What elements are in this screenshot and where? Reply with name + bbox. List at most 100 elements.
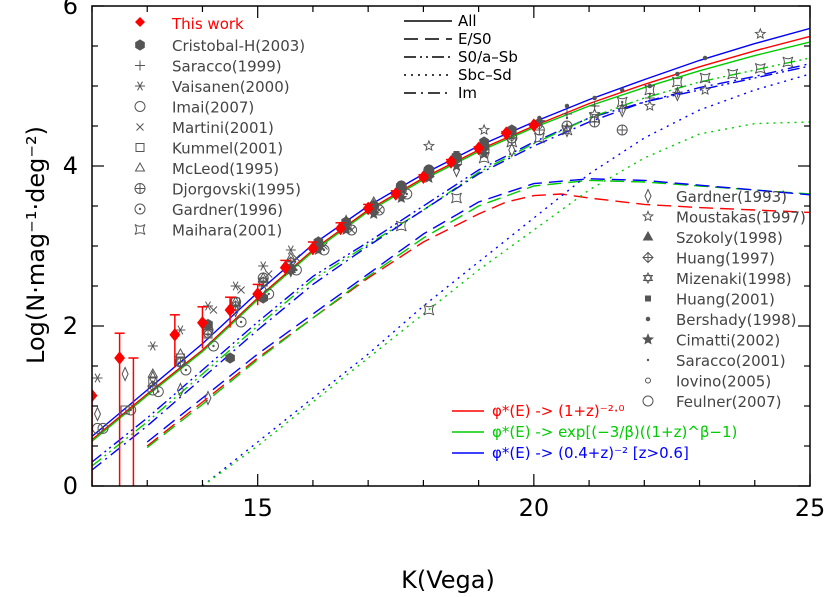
legend-marker — [641, 333, 655, 345]
data-point — [564, 103, 570, 109]
data-point — [257, 276, 269, 288]
data-point — [508, 142, 516, 158]
legend-label: Cristobal-H(2003) — [172, 37, 305, 55]
data-point — [648, 92, 651, 96]
legend-marker — [642, 230, 654, 241]
legend-entry: Saracco(2001) — [646, 352, 786, 370]
x-axis-label: K(Vega) — [401, 566, 495, 594]
data-point — [120, 405, 130, 415]
legend-label: Gardner(1993) — [676, 188, 787, 206]
legend-right: Gardner(1993) Moustakas(1997) Szokoly(1998… — [641, 188, 806, 411]
series-gardner-1993- — [93, 86, 681, 422]
legend-label: Imai(2007) — [172, 99, 254, 117]
data-point — [285, 245, 296, 255]
data-point — [147, 367, 159, 378]
data-point — [782, 56, 794, 68]
legend-left: This work Cristobal-H(2003) Saracco(1999) V… — [134, 15, 305, 240]
this-work-point — [417, 170, 429, 185]
data-point — [259, 282, 267, 298]
data-point — [616, 96, 628, 108]
data-point — [92, 373, 103, 383]
y-tick-label: 6 — [63, 0, 78, 20]
legend-marker — [642, 272, 654, 284]
data-point — [647, 83, 653, 89]
legend-label: Huang(1997) — [676, 250, 775, 268]
legend-label: Maihara(2001) — [172, 222, 282, 240]
legend-entry: Mizenaki(1998) — [642, 270, 792, 288]
series-vaisanen-2000- — [92, 245, 296, 383]
legend-entry: Cristobal-H(2003) — [135, 37, 305, 55]
legend-label: Saracco(1999) — [172, 58, 282, 76]
legend-entry: Moustakas(1997) — [641, 209, 806, 227]
legends: This work Cristobal-H(2003) Saracco(1999) V… — [134, 12, 806, 462]
this-work-point — [500, 126, 512, 141]
legend-entry: McLeod(1995) — [134, 160, 279, 178]
this-work-point — [528, 118, 540, 133]
data-point — [675, 71, 680, 77]
legend-entry: Vaisanen(2000) — [135, 78, 290, 96]
data-point — [121, 366, 129, 382]
data-point — [97, 422, 109, 434]
data-point — [235, 316, 247, 328]
data-point — [175, 347, 186, 358]
series-cimatti-2002- — [284, 147, 491, 276]
data-point — [225, 352, 235, 364]
legend-marker — [642, 395, 654, 407]
model-line-dashed — [146, 193, 810, 447]
data-point — [209, 306, 218, 314]
legend-label: S0/a–Sb — [458, 48, 518, 66]
legend-entry: Cimatti(2002) — [641, 332, 780, 350]
legend-label: Im — [458, 84, 477, 102]
legend-entry: Im — [404, 84, 477, 102]
legend-marker — [645, 316, 651, 322]
this-work-point — [92, 388, 98, 403]
data-point — [93, 406, 102, 422]
legend-marker — [641, 210, 655, 222]
legend-label: Saracco(2001) — [676, 352, 786, 370]
x-tick-label: 15 — [242, 494, 273, 522]
legend-label: Bershady(1998) — [676, 311, 796, 329]
this-work-point — [279, 260, 291, 275]
legend-entry: φ*(E) -> exp[(−3/β)((1+z)^β−1) — [452, 423, 737, 441]
this-work-point — [473, 141, 485, 156]
this-work-point — [197, 315, 208, 330]
series-saracco-2001- — [510, 92, 651, 140]
y-axis-label: Log(N·mag⁻¹·deg⁻²) — [22, 126, 50, 364]
model-line-dotted — [202, 121, 810, 486]
data-point — [754, 62, 766, 74]
this-work-point — [335, 221, 346, 236]
this-work-point — [114, 351, 126, 365]
data-point — [643, 99, 656, 112]
this-work-point — [224, 303, 236, 317]
data-point — [592, 95, 597, 101]
legend-label: Huang(2001) — [676, 291, 775, 309]
legend-entry: Maihara(2001) — [134, 222, 282, 240]
data-point — [152, 386, 164, 398]
data-point — [478, 123, 491, 136]
data-point — [264, 270, 273, 278]
data-point — [395, 220, 407, 232]
y-tick-label: 4 — [63, 152, 78, 180]
y-tick-label: 2 — [63, 312, 78, 340]
legend-marker — [645, 377, 651, 384]
legend-entry: Saracco(1999) — [135, 58, 282, 76]
data-point — [533, 132, 545, 144]
data-point — [174, 356, 187, 368]
legend-marker — [136, 123, 144, 131]
legend-entry: Huang(2001) — [645, 291, 775, 309]
legend-label: φ*(E) -> (1+z)⁻²·⁰ — [492, 402, 625, 420]
this-work-point — [169, 327, 181, 342]
data-point — [672, 87, 683, 98]
legend-label: Feulner(2007) — [676, 393, 782, 411]
plot-content — [92, 27, 810, 486]
legend-entry: φ*(E) -> (1+z)⁻²·⁰ — [452, 402, 625, 420]
legend-entry: Imai(2007) — [134, 99, 254, 117]
data-point — [702, 55, 708, 61]
legend-marker — [135, 60, 145, 71]
data-point — [699, 83, 712, 96]
legend-label: Vaisanen(2000) — [172, 78, 290, 96]
legend-label: All — [458, 12, 477, 30]
data-point — [398, 187, 405, 193]
data-point — [230, 281, 241, 291]
x-tick-label: 25 — [795, 494, 826, 522]
